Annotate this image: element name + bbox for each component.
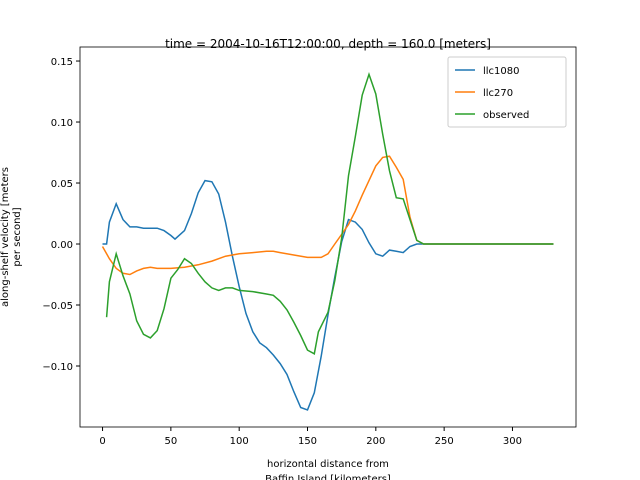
y-tick-label: −0.10 [42,362,73,373]
y-tick-label: 0.00 [51,240,73,251]
y-axis-label: along-shelf velocity [meters [0,167,11,307]
x-tick-label: 250 [435,436,454,447]
x-tick-label: 50 [164,436,177,447]
y-axis-label: per second] [12,207,23,266]
legend-box [447,56,567,128]
line [102,179,554,411]
x-tick-label: 200 [366,436,385,447]
chart-title: time = 2004-10-16T12:00:00, depth = 160.… [165,37,491,51]
y-tick-label: 0.05 [51,179,73,190]
y-tick-label: 0.10 [51,118,73,129]
line [101,155,554,276]
x-tick-label: 150 [298,436,317,447]
x-axis-label: horizontal distance from [267,459,389,470]
y-tick-label: −0.05 [42,301,73,312]
x-axis-label: Baffin Island [kilometers] [265,474,391,480]
x-tick-label: 300 [503,436,522,447]
legend-label: llc270 [483,88,513,99]
plot-frame [79,46,577,428]
line [105,72,554,355]
x-tick-label: 100 [230,436,249,447]
legend-label: observed [483,110,529,121]
x-tick-label: 0 [99,436,105,447]
y-tick-label: 0.15 [51,57,73,68]
legend-label: llc1080 [483,66,520,77]
